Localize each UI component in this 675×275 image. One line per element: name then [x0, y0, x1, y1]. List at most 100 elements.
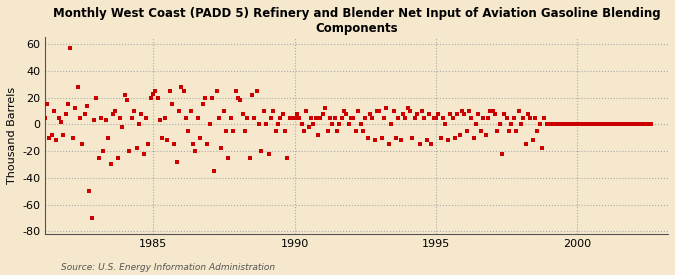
Point — [138, 152, 149, 156]
Point — [143, 142, 154, 147]
Point — [112, 156, 123, 160]
Point — [207, 95, 217, 100]
Point — [636, 122, 647, 127]
Point — [485, 109, 495, 113]
Point — [535, 122, 545, 127]
Point — [254, 122, 265, 127]
Point — [367, 116, 378, 120]
Point — [145, 95, 156, 100]
Point — [126, 116, 137, 120]
Point — [186, 109, 196, 113]
Point — [522, 111, 533, 116]
Point — [433, 111, 443, 116]
Point — [155, 118, 165, 123]
Point — [34, 89, 45, 93]
Point — [520, 142, 531, 147]
Point — [115, 116, 126, 120]
Point — [171, 160, 182, 164]
Point — [209, 169, 220, 173]
Point — [96, 116, 107, 120]
Point — [355, 122, 366, 127]
Point — [579, 122, 590, 127]
Point — [614, 122, 625, 127]
Point — [568, 122, 578, 127]
Point — [402, 106, 413, 111]
Point — [572, 122, 583, 127]
Point — [68, 136, 78, 140]
Point — [214, 116, 225, 120]
Point — [374, 109, 385, 113]
Point — [296, 122, 307, 127]
Point — [388, 109, 399, 113]
Point — [216, 146, 227, 151]
Point — [49, 109, 59, 113]
Point — [63, 102, 74, 106]
Point — [150, 89, 161, 93]
Point — [237, 111, 248, 116]
Point — [624, 122, 634, 127]
Point — [518, 116, 529, 120]
Point — [513, 109, 524, 113]
Point — [461, 129, 472, 133]
Point — [407, 136, 418, 140]
Point — [98, 149, 109, 153]
Point — [608, 122, 618, 127]
Point — [315, 116, 326, 120]
Point — [396, 138, 406, 143]
Point — [235, 98, 246, 103]
Point — [256, 149, 267, 153]
Point — [277, 111, 288, 116]
Point — [107, 111, 118, 116]
Point — [506, 122, 517, 127]
Point — [117, 125, 128, 129]
Point — [414, 142, 425, 147]
Point — [404, 109, 415, 113]
Point — [93, 156, 104, 160]
Point — [426, 142, 437, 147]
Point — [188, 142, 198, 147]
Point — [60, 111, 71, 116]
Point — [393, 116, 404, 120]
Point — [418, 116, 429, 120]
Point — [148, 91, 159, 96]
Point — [549, 122, 560, 127]
Point — [320, 106, 331, 111]
Point — [331, 129, 342, 133]
Point — [595, 122, 606, 127]
Point — [101, 118, 111, 123]
Point — [39, 116, 50, 120]
Point — [437, 116, 448, 120]
Point — [195, 136, 206, 140]
Point — [502, 116, 512, 120]
Point — [82, 103, 92, 108]
Point — [400, 116, 411, 120]
Point — [348, 116, 359, 120]
Point — [480, 133, 491, 137]
Point — [169, 142, 180, 147]
Point — [275, 116, 286, 120]
Point — [103, 136, 113, 140]
Point — [377, 136, 387, 140]
Point — [183, 129, 194, 133]
Point — [409, 116, 420, 120]
Point — [246, 93, 257, 97]
Point — [643, 122, 653, 127]
Point — [638, 122, 649, 127]
Point — [339, 109, 350, 113]
Point — [140, 116, 151, 120]
Point — [334, 122, 345, 127]
Point — [350, 129, 361, 133]
Point — [473, 111, 484, 116]
Point — [593, 122, 604, 127]
Point — [423, 111, 434, 116]
Point — [200, 95, 211, 100]
Point — [383, 142, 394, 147]
Point — [641, 122, 651, 127]
Point — [372, 109, 383, 113]
Point — [527, 138, 538, 143]
Point — [603, 122, 614, 127]
Point — [303, 125, 314, 129]
Point — [292, 111, 302, 116]
Point — [219, 109, 230, 113]
Point — [51, 138, 61, 143]
